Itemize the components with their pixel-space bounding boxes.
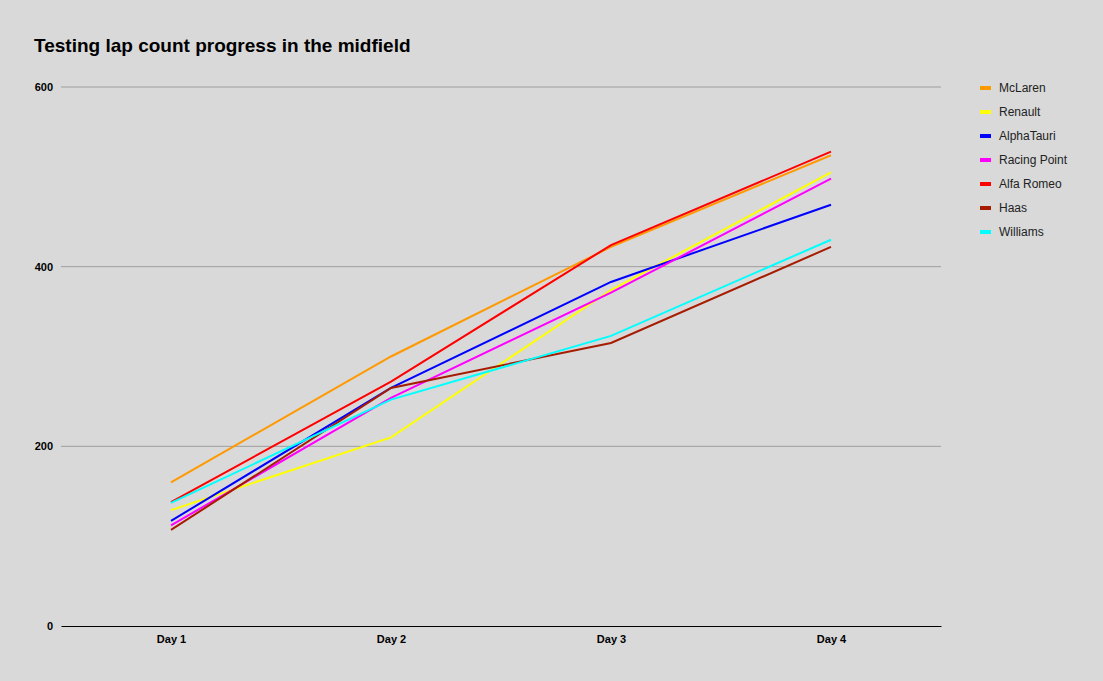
x-tick-label: Day 4	[817, 633, 847, 645]
x-tick-label: Day 1	[157, 633, 186, 645]
legend-swatch	[980, 158, 991, 162]
legend-label: McLaren	[999, 81, 1046, 95]
y-axis-line	[61, 88, 62, 627]
y-tick: 600	[35, 81, 61, 93]
series-line	[171, 152, 831, 502]
y-tick: 200	[35, 440, 61, 452]
legend-label: Renault	[999, 105, 1041, 119]
legend-swatch	[980, 110, 991, 114]
x-axis: Day 1 Day 2 Day 3 Day 4	[62, 626, 942, 645]
series-line	[171, 172, 831, 510]
series-line	[171, 247, 831, 530]
title: Testing lap count progress in the midfie…	[34, 35, 411, 56]
y-tick: 0	[47, 620, 61, 632]
grid	[61, 87, 941, 446]
legend-label: Racing Point	[999, 153, 1068, 167]
legend-swatch	[980, 206, 991, 210]
y-axis: 0 200 400 600	[35, 81, 62, 632]
series-line	[171, 179, 831, 526]
x-tick: Day 2	[377, 626, 406, 645]
lines	[171, 152, 831, 530]
legend-label: Alfa Romeo	[999, 177, 1062, 191]
legend: McLaren Renault AlphaTauri Racing Point Alfa…	[980, 81, 1068, 239]
chart: Testing lap count progress in the midfie…	[0, 0, 1103, 681]
y-tick-label: 0	[47, 620, 53, 632]
legend-swatch	[980, 182, 991, 186]
legend-swatch	[980, 86, 991, 90]
x-tick: Day 4	[817, 626, 847, 645]
background	[0, 0, 1103, 681]
series-line	[171, 240, 831, 503]
y-tick-label: 400	[35, 261, 53, 273]
legend-label: AlphaTauri	[999, 129, 1056, 143]
x-tick-label: Day 3	[597, 633, 626, 645]
y-tick: 400	[35, 261, 61, 273]
legend-swatch	[980, 230, 991, 234]
x-tick-label: Day 2	[377, 633, 406, 645]
grid-line	[61, 446, 941, 447]
grid-line	[61, 87, 941, 88]
x-axis-line	[62, 626, 942, 627]
grid-line	[61, 266, 941, 267]
legend-label: Williams	[999, 225, 1044, 239]
y-tick-label: 200	[35, 440, 53, 452]
y-tick-label: 600	[35, 81, 53, 93]
legend-swatch	[980, 134, 991, 138]
x-tick: Day 3	[597, 626, 626, 645]
x-tick: Day 1	[157, 626, 186, 645]
legend-label: Haas	[999, 201, 1027, 215]
series-line	[171, 155, 831, 482]
series-line	[171, 205, 831, 521]
